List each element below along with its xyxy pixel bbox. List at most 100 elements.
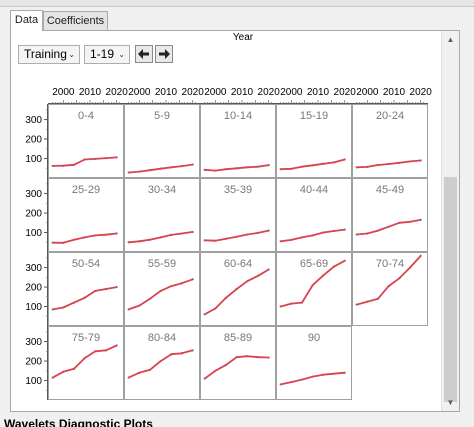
bottom-section: Wavelets Diagnostic Plots	[0, 414, 474, 427]
panel-25-29: 25-29	[48, 178, 124, 252]
x-tick-label: 2020	[334, 87, 357, 98]
panel-70-74: 70-74	[352, 252, 428, 326]
panel-label: 55-59	[148, 258, 176, 270]
series-line	[52, 286, 117, 311]
x-tick-label: 2010	[155, 87, 178, 98]
y-tick-label: 200	[25, 357, 42, 368]
series-line	[52, 156, 117, 167]
panel-frame	[124, 178, 200, 252]
x-tick-label: 2000	[356, 87, 379, 98]
x-tick-label: 2020	[106, 87, 129, 98]
x-tick-label: 2020	[182, 87, 205, 98]
series-line	[356, 159, 421, 169]
y-tick-label: 300	[25, 337, 42, 348]
series-line	[128, 231, 193, 244]
x-tick-label: 2020	[410, 87, 433, 98]
panel-frame	[48, 326, 124, 400]
panel-frame	[352, 252, 428, 326]
panel-55-59: 55-59	[124, 252, 200, 326]
panel-label: 30-34	[148, 184, 176, 196]
panel-75-79: 75-79	[48, 326, 124, 400]
y-tick-label: 200	[25, 135, 42, 146]
y-tick-label: 300	[25, 263, 42, 274]
panel-20-24: 20-24	[352, 104, 428, 178]
top-edge	[0, 0, 474, 7]
series-line	[128, 278, 194, 311]
panel-80-84: 80-84	[124, 326, 200, 400]
chevron-down-icon: ⌄	[118, 50, 125, 59]
x-tick-label: 2000	[52, 87, 75, 98]
subset-select[interactable]: Training ⌄	[18, 45, 80, 64]
series-line	[280, 228, 345, 243]
subset-select-value: Training	[24, 47, 67, 61]
panel-65-69: 65-69	[276, 252, 352, 326]
panel-frame	[352, 178, 428, 252]
panel-frame	[352, 104, 428, 178]
panel-5-9: 5-9	[124, 104, 200, 178]
x-tick-label: 2000	[204, 87, 227, 98]
vertical-scrollbar[interactable]: ▲ ▼	[441, 31, 459, 411]
series-line	[204, 268, 270, 316]
panel-label: 35-39	[224, 184, 252, 196]
x-tick-label: 2000	[280, 87, 303, 98]
panel-50-54: 50-54	[48, 252, 124, 326]
panel-0-4: 0-4	[48, 104, 124, 178]
panel-90: 90	[276, 326, 352, 400]
panel-label: 25-29	[72, 184, 100, 196]
panel-frame	[124, 104, 200, 178]
x-tick-label: 2010	[307, 87, 330, 98]
scroll-thumb[interactable]	[444, 177, 457, 402]
panel-label: 90	[308, 332, 320, 344]
y-tick-label: 200	[25, 283, 42, 294]
panel-label: 45-49	[376, 184, 404, 196]
series-line	[204, 164, 269, 172]
chart-title: Year	[233, 32, 254, 43]
tab-coefficients[interactable]: Coefficients	[43, 11, 108, 30]
panel-35-39: 35-39	[200, 178, 276, 252]
series-line	[128, 163, 193, 174]
panel-label: 40-44	[300, 184, 328, 196]
tab-data[interactable]: Data	[10, 10, 43, 31]
panel-label: 50-54	[72, 258, 100, 270]
scroll-up-icon[interactable]: ▲	[446, 35, 455, 44]
panel-60-64: 60-64	[200, 252, 276, 326]
series-line	[356, 255, 422, 306]
range-select[interactable]: 1-19 ⌄	[84, 45, 130, 64]
panel-85-89: 85-89	[200, 326, 276, 400]
panel-frame	[276, 326, 352, 400]
previous-button[interactable]	[135, 45, 153, 63]
panel-label: 70-74	[376, 258, 404, 270]
x-tick-label: 2020	[258, 87, 281, 98]
scroll-down-icon[interactable]: ▼	[446, 398, 455, 407]
y-tick-label: 200	[25, 209, 42, 220]
series-line	[280, 158, 345, 171]
panel-frame	[124, 252, 200, 326]
panel-40-44: 40-44	[276, 178, 352, 252]
panel-label: 60-64	[224, 258, 252, 270]
range-select-value: 1-19	[90, 47, 115, 61]
panel-label: 10-14	[224, 110, 252, 122]
arrow-left-icon	[138, 49, 149, 59]
x-tick-label: 2010	[79, 87, 102, 98]
panel-label: 5-9	[154, 110, 170, 122]
y-tick-label: 300	[25, 115, 42, 126]
next-button[interactable]	[155, 45, 173, 63]
panel-45-49: 45-49	[352, 178, 428, 252]
panel-30-34: 30-34	[124, 178, 200, 252]
panel-10-14: 10-14	[200, 104, 276, 178]
y-tick-label: 100	[25, 228, 42, 239]
panel-label: 85-89	[224, 332, 252, 344]
series-line	[280, 371, 345, 386]
panel-label: 65-69	[300, 258, 328, 270]
panel-frame	[200, 326, 276, 400]
panel-label: 80-84	[148, 332, 176, 344]
y-tick-label: 300	[25, 189, 42, 200]
series-line	[52, 344, 118, 379]
series-line	[280, 260, 346, 308]
panel-label: 15-19	[300, 110, 328, 122]
section-title[interactable]: Wavelets Diagnostic Plots	[4, 417, 153, 427]
chevron-down-icon: ⌄	[68, 50, 75, 59]
series-line	[128, 349, 193, 379]
panel-label: 75-79	[72, 332, 100, 344]
